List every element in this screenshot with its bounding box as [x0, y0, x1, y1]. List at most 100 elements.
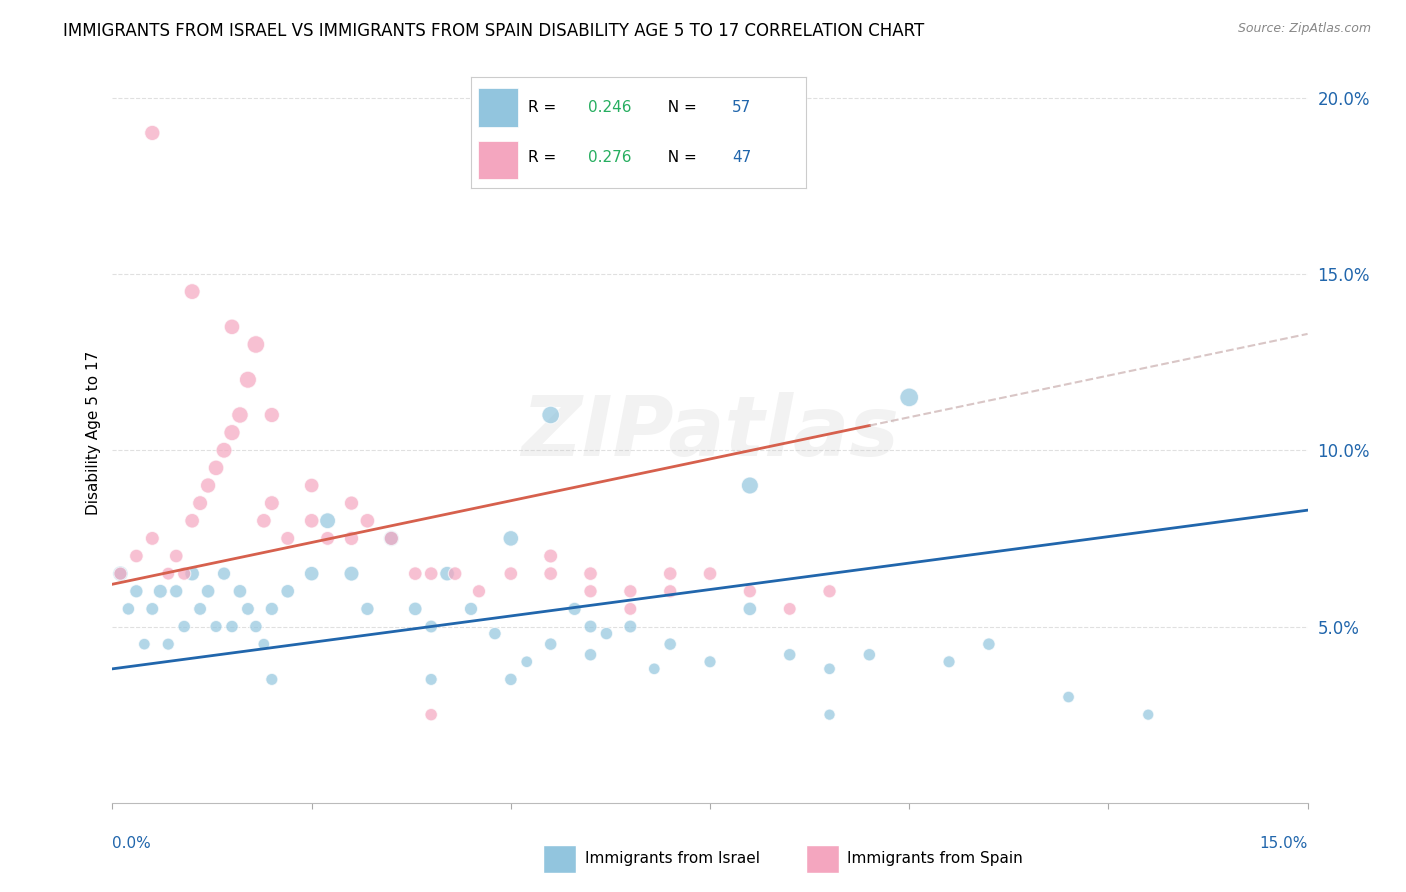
- Point: [141, 126, 163, 140]
- Point: [125, 584, 148, 599]
- Point: [253, 514, 276, 528]
- Point: [260, 602, 283, 616]
- Text: IMMIGRANTS FROM ISRAEL VS IMMIGRANTS FROM SPAIN DISABILITY AGE 5 TO 17 CORRELATI: IMMIGRANTS FROM ISRAEL VS IMMIGRANTS FRO…: [63, 22, 925, 40]
- Point: [540, 566, 562, 581]
- Point: [117, 602, 139, 616]
- Point: [260, 496, 283, 510]
- Point: [229, 584, 252, 599]
- Point: [818, 662, 841, 676]
- Point: [301, 566, 323, 581]
- Point: [420, 673, 443, 687]
- Text: Immigrants from Israel: Immigrants from Israel: [585, 851, 759, 866]
- Point: [779, 648, 801, 662]
- Point: [595, 626, 617, 640]
- Point: [316, 532, 339, 546]
- Point: [436, 566, 458, 581]
- Point: [181, 566, 204, 581]
- Point: [212, 443, 235, 458]
- Point: [468, 584, 491, 599]
- Point: [444, 566, 467, 581]
- FancyBboxPatch shape: [543, 845, 576, 873]
- Point: [301, 514, 323, 528]
- Point: [540, 408, 562, 422]
- Point: [1137, 707, 1160, 722]
- Y-axis label: Disability Age 5 to 17: Disability Age 5 to 17: [86, 351, 101, 515]
- Point: [659, 637, 682, 651]
- FancyBboxPatch shape: [806, 845, 839, 873]
- Point: [253, 637, 276, 651]
- Point: [499, 532, 522, 546]
- Point: [380, 532, 402, 546]
- Point: [181, 514, 204, 528]
- Text: Immigrants from Spain: Immigrants from Spain: [848, 851, 1024, 866]
- Point: [699, 566, 721, 581]
- Point: [579, 648, 602, 662]
- Point: [236, 373, 259, 387]
- Point: [516, 655, 538, 669]
- Point: [977, 637, 1000, 651]
- Point: [205, 619, 228, 633]
- Point: [356, 602, 378, 616]
- Point: [659, 566, 682, 581]
- Point: [499, 673, 522, 687]
- Point: [221, 425, 243, 440]
- Point: [197, 584, 219, 599]
- Point: [157, 637, 180, 651]
- Point: [540, 637, 562, 651]
- Point: [460, 602, 482, 616]
- Point: [1057, 690, 1080, 704]
- Point: [236, 602, 259, 616]
- Point: [484, 626, 506, 640]
- Point: [420, 707, 443, 722]
- Point: [340, 566, 363, 581]
- Text: 15.0%: 15.0%: [1260, 836, 1308, 851]
- Point: [110, 566, 132, 581]
- Point: [316, 514, 339, 528]
- Point: [301, 478, 323, 492]
- Point: [404, 602, 426, 616]
- Point: [188, 496, 211, 510]
- Point: [205, 461, 228, 475]
- Point: [540, 549, 562, 563]
- Point: [181, 285, 204, 299]
- Point: [898, 390, 921, 404]
- Point: [579, 619, 602, 633]
- Point: [141, 532, 163, 546]
- Point: [579, 566, 602, 581]
- Text: Source: ZipAtlas.com: Source: ZipAtlas.com: [1237, 22, 1371, 36]
- Point: [420, 619, 443, 633]
- Point: [659, 584, 682, 599]
- Point: [245, 619, 267, 633]
- Point: [277, 584, 299, 599]
- Point: [173, 619, 195, 633]
- Point: [818, 584, 841, 599]
- Point: [149, 584, 172, 599]
- Text: ZIPatlas: ZIPatlas: [522, 392, 898, 473]
- Point: [858, 648, 880, 662]
- Point: [420, 566, 443, 581]
- Point: [125, 549, 148, 563]
- Point: [779, 602, 801, 616]
- Point: [141, 602, 163, 616]
- Point: [165, 549, 187, 563]
- Point: [404, 566, 426, 581]
- Point: [212, 566, 235, 581]
- Point: [340, 532, 363, 546]
- Point: [221, 619, 243, 633]
- Point: [643, 662, 665, 676]
- Point: [110, 566, 132, 581]
- Point: [173, 566, 195, 581]
- Point: [277, 532, 299, 546]
- Point: [619, 619, 641, 633]
- Point: [499, 566, 522, 581]
- Point: [221, 319, 243, 334]
- Point: [938, 655, 960, 669]
- Point: [818, 707, 841, 722]
- Point: [738, 584, 761, 599]
- Point: [260, 408, 283, 422]
- Point: [134, 637, 156, 651]
- Point: [564, 602, 586, 616]
- Point: [245, 337, 267, 351]
- Point: [340, 496, 363, 510]
- Point: [699, 655, 721, 669]
